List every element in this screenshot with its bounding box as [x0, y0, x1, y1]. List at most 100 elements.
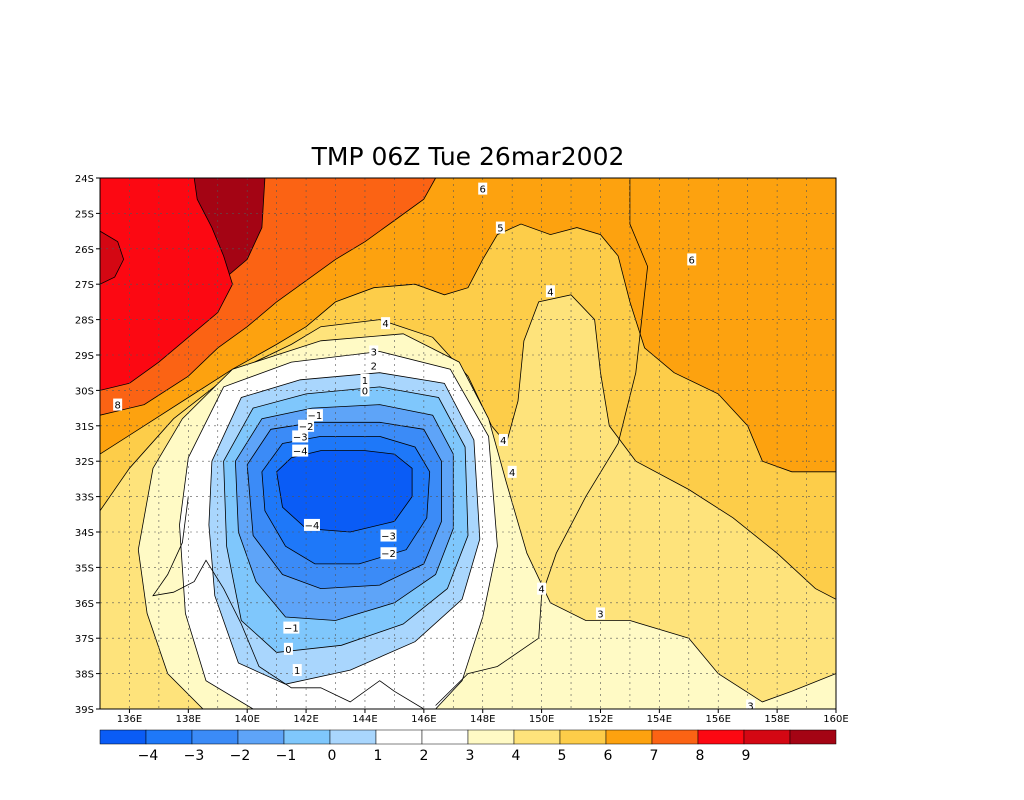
contour-label-bg [545, 285, 555, 298]
contour-label-bg [292, 664, 302, 677]
contour-label-bg [369, 345, 379, 358]
colorbar-swatch [789, 729, 837, 745]
contour-label: −2 [298, 419, 315, 433]
colorbar-swatch [375, 729, 423, 745]
contour-label-text: −3 [381, 532, 396, 543]
contour-label-text: −4 [305, 521, 320, 532]
coastline-east [435, 178, 649, 706]
contour-label-bg [537, 582, 547, 595]
contour-label: 5 [495, 221, 505, 235]
contour-label-bg [595, 607, 605, 620]
contour-label-text: 6 [689, 255, 695, 266]
y-tick-label: 27S [75, 280, 94, 291]
contour-label: −3 [292, 430, 309, 443]
y-tick-label: 26S [75, 245, 94, 256]
colorbar-swatch [191, 729, 239, 745]
contour-band--4 [276, 450, 413, 533]
colorbar-label: 4 [512, 748, 521, 764]
x-tick-label: 144E [352, 714, 377, 725]
x-tick-label: 148E [470, 714, 495, 725]
y-tick-label: 31S [75, 422, 94, 433]
contour-label-text: −1 [308, 411, 323, 422]
contour-label: 3 [746, 699, 756, 712]
contour-label: 4 [545, 285, 555, 298]
contour-label-text: 8 [114, 401, 120, 412]
x-tick-label: 138E [176, 714, 201, 725]
contour-label-text: 3 [747, 701, 753, 712]
y-tick-label: 39S [75, 705, 94, 716]
contour-label-text: −3 [293, 432, 308, 443]
x-tick-label: 140E [234, 714, 259, 725]
contour-label-bg [283, 642, 293, 655]
contour-label-bg [746, 699, 756, 712]
colorbar-label: 6 [604, 748, 613, 764]
x-tick-label: 154E [647, 714, 672, 725]
y-tick-label: 29S [75, 351, 94, 362]
contour-label-bg [113, 398, 123, 411]
y-tick-label: 35S [75, 563, 94, 574]
colorbar-swatch [651, 729, 699, 745]
contour-label-bg [380, 547, 397, 560]
x-tick-label: 156E [706, 714, 731, 725]
colorbar-swatch [559, 729, 607, 745]
y-tick-label: 30S [75, 386, 94, 397]
contour-fills [100, 178, 836, 709]
colorbar: −4 −3 −2 −1 0 1 2 3 4 5 6 7 8 9 [99, 729, 837, 764]
contour-label-text: 6 [480, 185, 486, 196]
x-tick-label: 150E [529, 714, 554, 725]
colorbar-swatch [513, 729, 561, 745]
contour-label-text: 4 [547, 287, 553, 298]
coastline [152, 178, 649, 709]
y-tick-label: 33S [75, 493, 94, 504]
contour-label-text: 3 [597, 609, 603, 620]
contour-label-bg [298, 419, 315, 432]
y-tick-label: 28S [75, 316, 94, 327]
y-tick-label: 34S [75, 528, 94, 539]
contour-label: −1 [283, 621, 300, 635]
x-tick-label: 158E [764, 714, 789, 725]
contour-label-text: −2 [299, 422, 314, 433]
colorbar-swatch [697, 729, 745, 745]
colorbar-swatch [99, 729, 147, 745]
contour-label-bg [380, 529, 397, 542]
colorbar-label: 3 [466, 748, 475, 764]
contour-label-bg [478, 182, 488, 195]
contour-label: −4 [303, 518, 320, 532]
contour-label: 0 [283, 642, 293, 656]
colorbar-swatch [421, 729, 469, 745]
contour-label-bg [369, 359, 379, 372]
contour-label-text: 0 [362, 386, 368, 397]
colorbar-label: −3 [184, 748, 205, 764]
contour-label: −1 [306, 409, 323, 422]
contour-label: 1 [292, 664, 302, 677]
colorbar-label: −1 [276, 748, 297, 764]
contour-label-text: −1 [284, 624, 299, 635]
colorbar-label: 0 [328, 748, 337, 764]
y-tick-label: 24S [75, 174, 94, 185]
x-axis-ticks: 136E 138E 140E 142E 144E 146E 148E 150E 152E 154E… [117, 709, 849, 725]
contour-label: 6 [478, 182, 488, 196]
contour-label-text: 1 [362, 376, 368, 387]
coastline-south [152, 496, 425, 709]
colorbar-label: 8 [696, 748, 705, 764]
contour-label-bg [381, 317, 391, 330]
contour-label: −4 [292, 444, 309, 458]
contour-label: 4 [507, 465, 517, 479]
colorbar-label: 9 [742, 748, 751, 764]
contour-label: 3 [595, 607, 605, 620]
x-tick-label: 152E [588, 714, 613, 725]
contour-label: 4 [381, 317, 391, 330]
colorbar-label: 7 [650, 748, 659, 764]
x-tick-label: 136E [117, 714, 142, 725]
contour-label-bg [507, 465, 517, 478]
contour-label-text: −4 [293, 447, 308, 458]
contour-label-text: 0 [285, 645, 291, 656]
contour-label-text: 2 [371, 362, 377, 373]
colorbar-swatch [467, 729, 515, 745]
contour-label: 2 [369, 359, 379, 373]
grid-lines [100, 178, 836, 709]
contour-label: 6 [687, 253, 697, 266]
colorbar-label: −2 [230, 748, 251, 764]
